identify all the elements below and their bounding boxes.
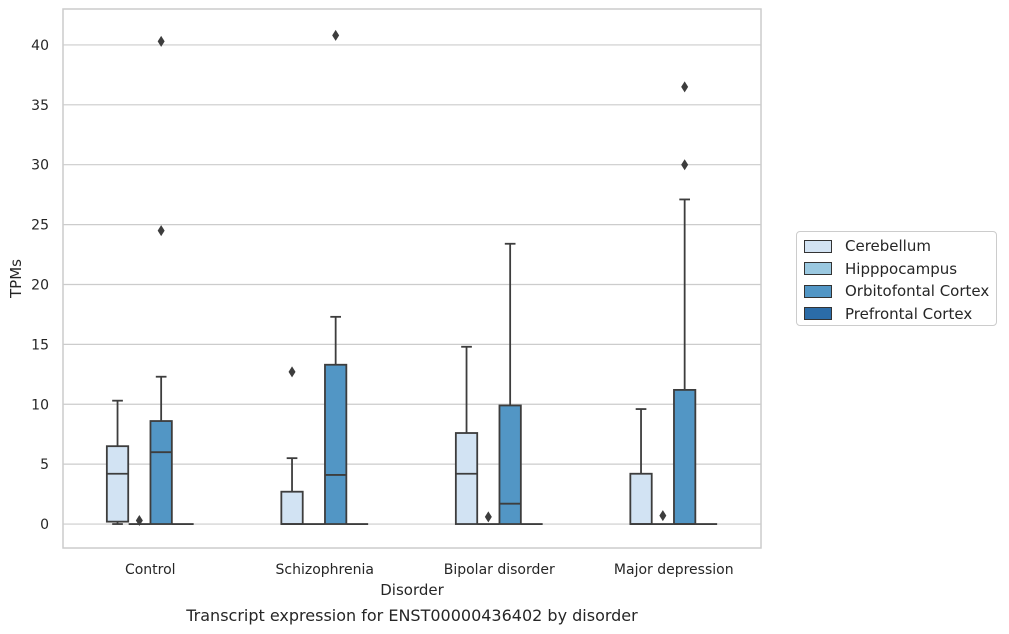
legend-label: Hipppocampus [845, 259, 958, 278]
legend: Cerebellum Hipppocampus Orbitofontal Corte… [796, 231, 997, 326]
box-0-1 [280, 366, 304, 525]
outlier-point [157, 35, 165, 47]
box-1-3 [652, 510, 674, 525]
x-tick-labels: Control Schizophrenia Bipolar disorder Majo… [125, 562, 734, 578]
outlier-point [659, 510, 667, 522]
box-0-0 [105, 399, 130, 525]
x-tick-label: Control [125, 562, 176, 578]
outlier-point [332, 29, 340, 41]
legend-item: Prefrontal Cortex [804, 305, 972, 323]
box-2-3 [673, 81, 697, 525]
box-series [105, 29, 718, 526]
box-body [673, 388, 697, 525]
box-body [324, 363, 348, 525]
legend-swatch [804, 239, 832, 253]
y-tick-label: 5 [40, 457, 49, 473]
box-body [498, 404, 522, 525]
box-1-0 [128, 514, 151, 526]
box-body [454, 432, 479, 525]
legend-label: Prefrontal Cortex [845, 304, 973, 323]
legend-label: Orbitofontal Cortex [845, 282, 990, 300]
box-2-0 [149, 35, 173, 525]
box-body [629, 472, 653, 525]
legend-swatch [804, 307, 832, 320]
box-body [149, 420, 173, 525]
legend-swatch [804, 284, 832, 298]
box-2-2 [498, 242, 522, 525]
outlier-point [157, 225, 165, 237]
y-tick-label: 30 [31, 158, 49, 174]
grid-lines [63, 44, 761, 525]
box-0-2 [454, 345, 479, 525]
y-tick-label: 0 [40, 517, 49, 533]
y-tick-labels: 0 5 10 15 20 25 30 35 40 [31, 38, 49, 533]
outlier-point [135, 514, 143, 526]
legend-item: Hipppocampus [804, 260, 957, 278]
legend-label: Cerebellum [845, 237, 931, 255]
box-1-2 [477, 511, 500, 525]
outlier-point [484, 511, 492, 523]
outlier-point [681, 81, 689, 93]
y-tick-label: 35 [31, 98, 49, 114]
chart-caption: Transcript expression for ENST0000043640… [186, 606, 638, 625]
plot-frame [62, 8, 762, 549]
outlier-point [288, 366, 296, 378]
legend-item: Cerebellum [804, 237, 931, 255]
legend-swatch [804, 262, 832, 275]
x-axis-label: Disorder [380, 581, 444, 599]
outlier-point [681, 159, 689, 171]
x-tick-label: Bipolar disorder [444, 562, 555, 578]
x-tick-label: Schizophrenia [276, 562, 374, 578]
y-axis-label: TPMs [7, 259, 25, 299]
box-body [280, 490, 304, 525]
y-tick-label: 25 [31, 218, 49, 234]
y-tick-label: 15 [31, 337, 49, 353]
box-0-3 [629, 408, 653, 525]
y-tick-label: 20 [31, 277, 49, 293]
legend-item: Orbitofontal Cortex [804, 282, 989, 300]
y-tick-label: 10 [31, 397, 49, 413]
y-tick-label: 40 [31, 38, 49, 54]
box-body [105, 445, 130, 523]
box-2-1 [324, 29, 348, 525]
x-tick-label: Major depression [614, 562, 734, 578]
